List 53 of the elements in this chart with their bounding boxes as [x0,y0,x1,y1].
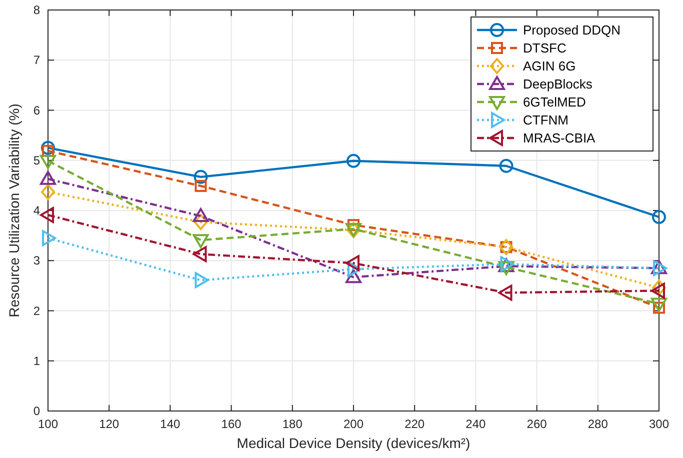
x-axis-title: Medical Device Density (devices/km²) [236,435,470,451]
point [41,184,55,200]
x-tick-label: 260 [526,417,548,431]
y-axis-title: Resource Utilization Variability (%) [6,104,22,318]
point [499,158,514,173]
point [651,282,665,299]
point [41,140,55,155]
point [651,298,667,312]
point [40,154,56,169]
y-tick-label: 1 [33,354,40,368]
point [652,280,666,296]
y-tick-label: 8 [33,3,40,17]
point [42,230,56,246]
x-tick-label: 200 [343,417,364,431]
y-tick-label: 0 [33,404,40,418]
point [194,214,208,230]
point [348,261,362,278]
point [498,284,512,301]
point [192,208,209,222]
point [346,269,362,284]
x-tick-label: 180 [282,417,303,431]
point [40,207,54,224]
point [40,170,56,185]
x-tick-label: 280 [588,417,608,431]
point [652,210,666,224]
point [346,255,360,272]
point [194,180,207,192]
legend-label: MRAS-CBIA [523,130,596,146]
point [194,170,208,184]
legend-label: CTFNM [523,112,568,128]
point [192,234,209,248]
y-tick-label: 4 [33,204,40,218]
y-tick-label: 7 [33,53,40,68]
point [192,246,207,262]
y-tick-label: 3 [33,254,40,268]
legend-label: Proposed DDQN [523,22,621,38]
point [498,261,514,276]
x-tick-label: 100 [38,417,58,431]
x-tick-label: 300 [648,417,670,431]
y-tick-label: 2 [33,304,40,318]
x-tick-label: 140 [160,417,181,431]
legend-label: AGIN 6G [523,58,576,74]
y-tick-label: 5 [33,153,40,168]
point [346,154,360,168]
legend-label: DTSFC [523,40,566,56]
point [194,272,209,288]
x-tick-label: 160 [221,417,242,431]
legend-label: 6GTelMED [523,94,586,110]
x-tick-label: 220 [404,417,425,431]
y-tick-label: 6 [33,103,40,118]
legend-label: DeepBlocks [523,76,593,92]
x-tick-label: 120 [99,417,120,431]
x-tick-label: 240 [466,417,486,431]
